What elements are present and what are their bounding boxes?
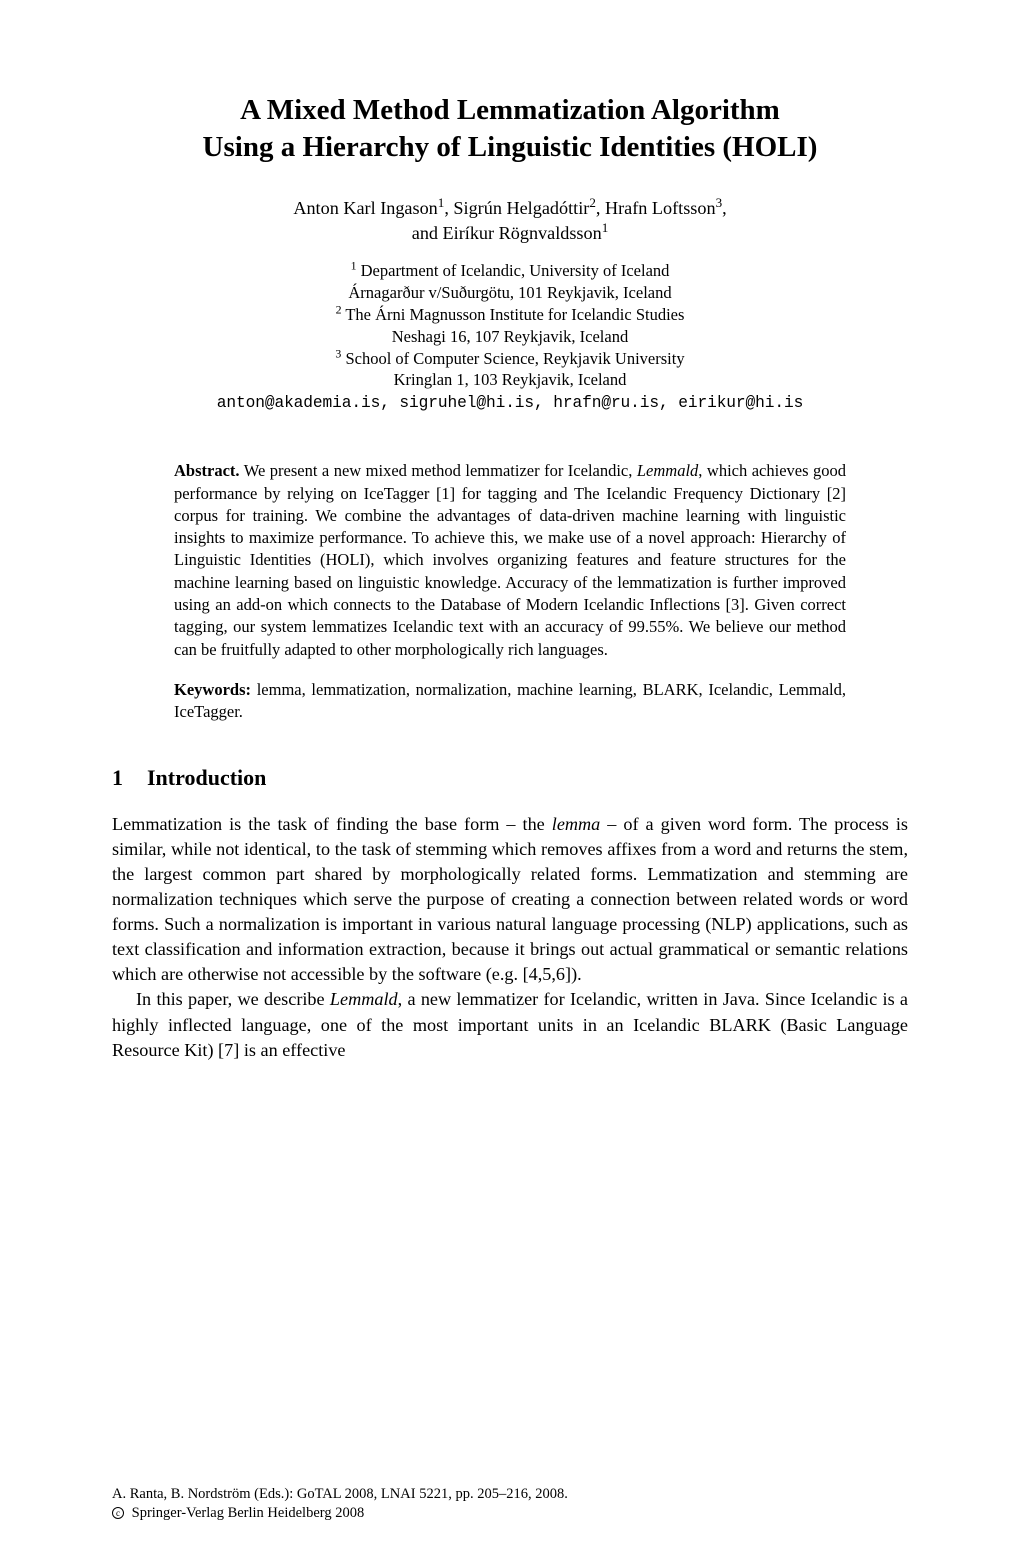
section-number: 1 <box>112 765 123 790</box>
footer: A. Ranta, B. Nordström (Eds.): GoTAL 200… <box>112 1485 568 1523</box>
section-title: Introduction <box>147 765 266 790</box>
keywords: Keywords: lemma, lemmatization, normaliz… <box>174 679 846 724</box>
body-paragraph-1: Lemmatization is the task of finding the… <box>112 812 908 988</box>
footer-copyright: c Springer-Verlag Berlin Heidelberg 2008 <box>112 1504 568 1523</box>
title-line-2: Using a Hierarchy of Linguistic Identiti… <box>203 131 818 163</box>
abstract-text: We present a new mixed method lemmatizer… <box>174 461 846 658</box>
copyright-icon: c <box>112 1507 124 1519</box>
affiliations-text: 1 Department of Icelandic, University of… <box>335 261 684 389</box>
abstract-label: Abstract. <box>174 461 240 480</box>
footer-citation: A. Ranta, B. Nordström (Eds.): GoTAL 200… <box>112 1485 568 1504</box>
keywords-label: Keywords: <box>174 680 251 699</box>
body-paragraph-2: In this paper, we describe Lemmald, a ne… <box>112 987 908 1062</box>
abstract: Abstract. We present a new mixed method … <box>174 460 846 660</box>
authors: Anton Karl Ingason1, Sigrún Helgadóttir2… <box>112 196 908 246</box>
section-heading: 1 Introduction <box>112 763 908 793</box>
keywords-text: lemma, lemmatization, normalization, mac… <box>174 680 846 721</box>
author-emails: anton@akademia.is, sigruhel@hi.is, hrafn… <box>217 394 803 412</box>
paper-title: A Mixed Method Lemmatization Algorithm U… <box>112 92 908 166</box>
title-line-1: A Mixed Method Lemmatization Algorithm <box>240 94 780 126</box>
affiliations: 1 Department of Icelandic, University of… <box>112 260 908 414</box>
